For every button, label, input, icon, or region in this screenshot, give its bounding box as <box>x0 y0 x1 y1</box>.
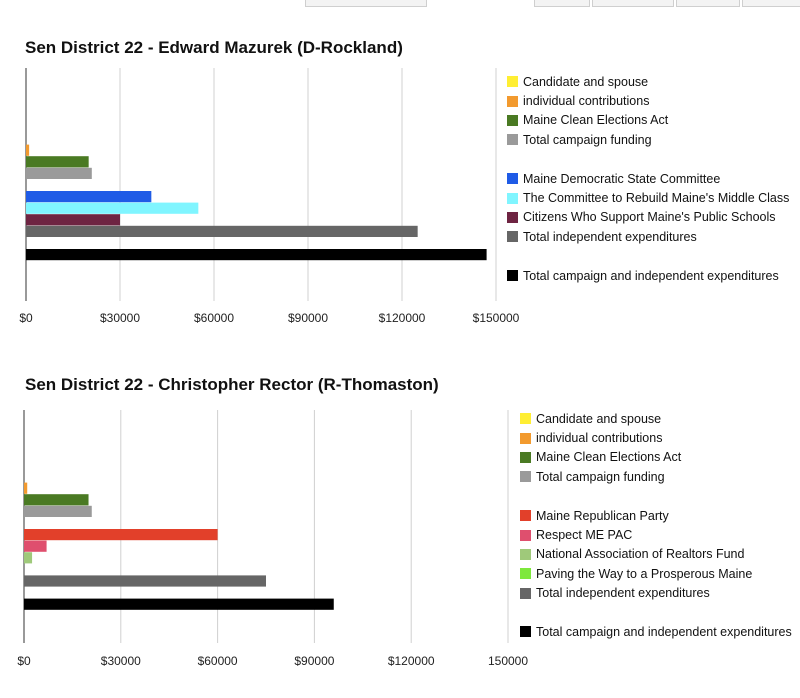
chart-legend: Candidate and spouse individual contribut… <box>520 409 792 642</box>
legend-label: National Association of Realtors Fund <box>536 547 745 562</box>
legend-swatch <box>520 413 531 425</box>
bar-2 <box>26 156 89 168</box>
bar-3 <box>24 505 92 517</box>
legend-item: Total campaign funding <box>507 130 789 149</box>
bar-6 <box>24 552 33 564</box>
legend-label: Candidate and spouse <box>536 411 662 426</box>
top-tab[interactable] <box>592 0 674 7</box>
bar-4 <box>24 529 218 541</box>
legend-label: individual contributions <box>536 431 663 446</box>
browser-top-strip <box>0 0 800 8</box>
legend-swatch <box>507 270 518 282</box>
legend-label: Citizens Who Support Maine's Public Scho… <box>523 210 776 225</box>
legend-swatch <box>520 548 531 560</box>
legend-swatch <box>507 173 518 185</box>
top-tab[interactable] <box>305 0 427 7</box>
legend-swatch <box>507 231 518 243</box>
legend-swatch <box>520 510 531 522</box>
top-tab[interactable] <box>676 0 740 7</box>
legend-label: Maine Clean Elections Act <box>536 450 682 465</box>
bar-8 <box>24 575 266 587</box>
legend-item: Maine Republican Party <box>520 506 792 525</box>
legend-item: Paving the Way to a Prosperous Maine <box>520 564 792 583</box>
chart-title: Sen District 22 - Edward Mazurek (D-Rock… <box>25 38 403 57</box>
x-tick-label: 150000 <box>488 654 528 668</box>
x-tick-label: $90000 <box>294 654 334 668</box>
x-tick-label: $120000 <box>379 311 426 325</box>
top-tab[interactable] <box>742 0 800 7</box>
legend-label: Total campaign funding <box>523 132 652 147</box>
legend-label: Maine Republican Party <box>536 508 669 523</box>
bar-8 <box>26 249 487 261</box>
legend-label: Total independent expenditures <box>536 586 710 601</box>
legend-swatch <box>507 134 518 146</box>
legend-swatch <box>520 626 531 638</box>
legend-label: Total campaign and independent expenditu… <box>523 268 779 283</box>
bar-6 <box>26 214 120 226</box>
legend-label: Total independent expenditures <box>523 229 697 244</box>
legend-item: Maine Democratic State Committee <box>507 169 789 188</box>
bar-2 <box>24 494 89 506</box>
bar-3 <box>26 167 92 179</box>
x-tick-label: $0 <box>19 311 33 325</box>
legend-swatch <box>520 432 531 444</box>
legend-label: Paving the Way to a Prosperous Maine <box>536 566 753 581</box>
legend-item: Candidate and spouse <box>520 409 792 428</box>
legend-swatch <box>520 471 531 483</box>
legend-item: Total independent expenditures <box>520 584 792 603</box>
bar-1 <box>26 144 30 156</box>
chart-title: Sen District 22 - Christopher Rector (R-… <box>25 375 439 394</box>
bar-chart: $0 $30000 $60000 $90000 $120000 $150000 <box>19 68 520 325</box>
legend-item: Respect ME PAC <box>520 525 792 544</box>
legend-swatch <box>520 451 531 463</box>
bar-9 <box>24 598 334 610</box>
x-tick-label: $90000 <box>288 311 328 325</box>
top-tab[interactable] <box>534 0 590 7</box>
legend-swatch <box>520 529 531 541</box>
bar-4 <box>26 191 152 203</box>
x-tick-label: $60000 <box>198 654 238 668</box>
legend-swatch <box>520 568 531 580</box>
legend-item: Total independent expenditures <box>507 227 789 246</box>
bar-5 <box>24 540 47 552</box>
x-tick-label: $60000 <box>194 311 234 325</box>
legend-label: Maine Democratic State Committee <box>523 171 721 186</box>
legend-label: Respect ME PAC <box>536 528 633 543</box>
legend-swatch <box>507 114 518 126</box>
legend-swatch <box>507 211 518 223</box>
x-tick-label: $30000 <box>100 311 140 325</box>
legend-swatch <box>507 76 518 88</box>
chart-legend: Candidate and spouse individual contribut… <box>507 72 789 285</box>
legend-item: National Association of Realtors Fund <box>520 545 792 564</box>
legend-item: The Committee to Rebuild Maine's Middle … <box>507 188 789 207</box>
legend-item: individual contributions <box>520 428 792 447</box>
legend-swatch <box>507 95 518 107</box>
legend-label: Candidate and spouse <box>523 74 649 89</box>
legend-item: Candidate and spouse <box>507 72 789 91</box>
legend-label: Maine Clean Elections Act <box>523 113 669 128</box>
legend-swatch <box>507 192 518 204</box>
x-tick-label: $120000 <box>388 654 435 668</box>
legend-label: Total campaign funding <box>536 469 665 484</box>
legend-label: Total campaign and independent expenditu… <box>536 624 792 639</box>
bar-7 <box>26 225 418 237</box>
legend-item: Total campaign and independent expenditu… <box>520 622 792 641</box>
legend-label: individual contributions <box>523 94 650 109</box>
legend-item: Citizens Who Support Maine's Public Scho… <box>507 208 789 227</box>
legend-item: Total campaign funding <box>520 467 792 486</box>
x-tick-label: $0 <box>17 654 31 668</box>
legend-label: The Committee to Rebuild Maine's Middle … <box>523 191 790 206</box>
legend-swatch <box>520 587 531 599</box>
bar-1 <box>24 482 28 494</box>
legend-item: individual contributions <box>507 91 789 110</box>
x-tick-label: $30000 <box>101 654 141 668</box>
legend-item: Maine Clean Elections Act <box>507 111 789 130</box>
bar-5 <box>26 202 199 214</box>
x-tick-label: $150000 <box>473 311 520 325</box>
legend-item: Total campaign and independent expenditu… <box>507 266 789 285</box>
bar-chart: $0 $30000 $60000 $90000 $120000 150000 <box>17 410 528 668</box>
legend-item: Maine Clean Elections Act <box>520 448 792 467</box>
